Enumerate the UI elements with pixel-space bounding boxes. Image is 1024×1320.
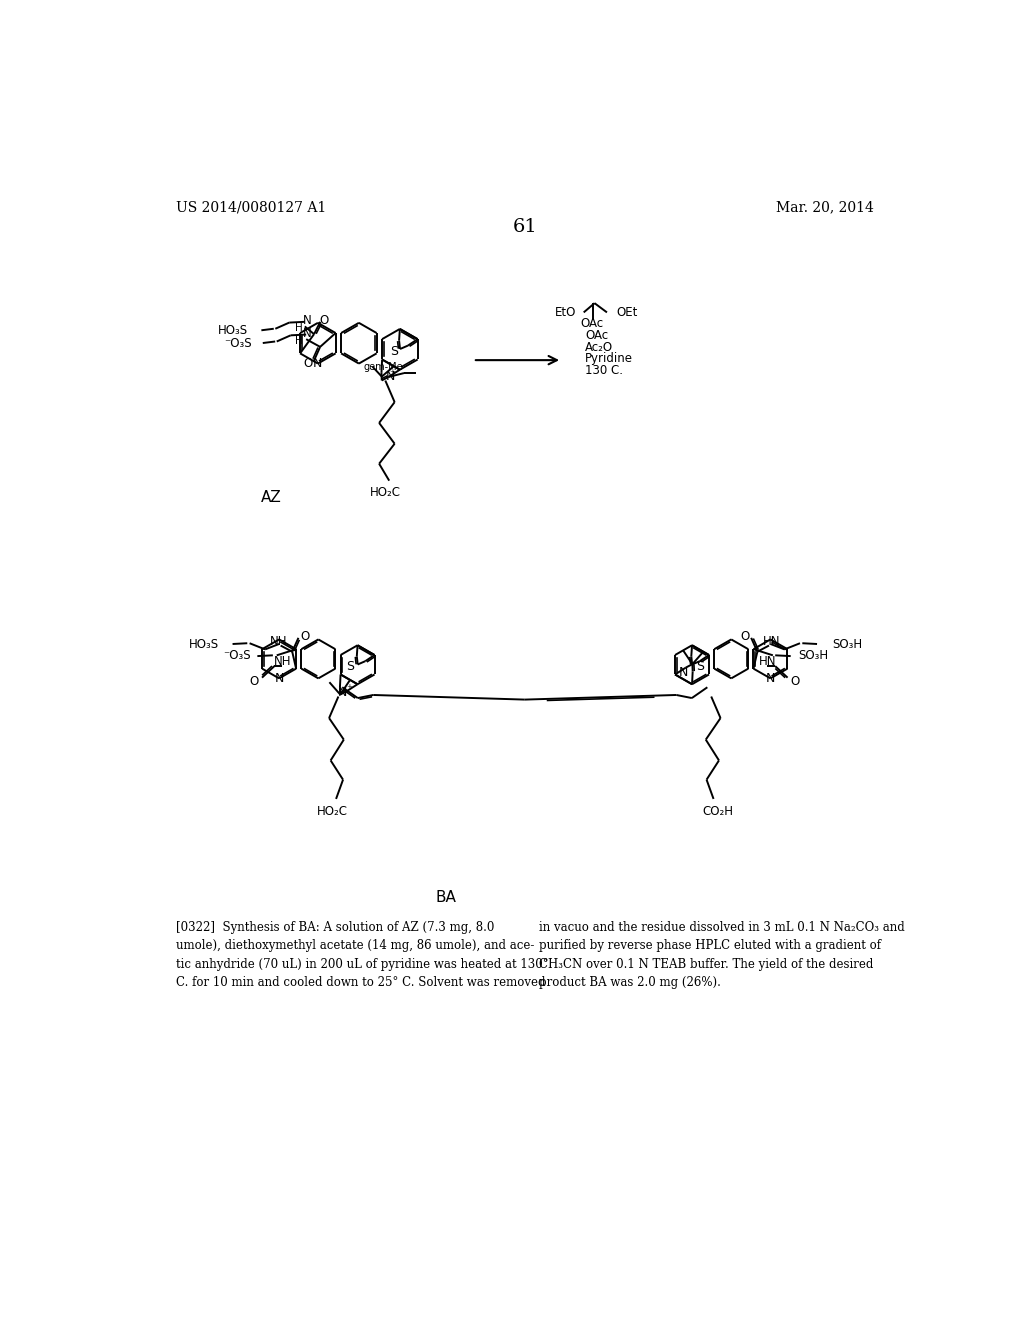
Text: OEt: OEt (616, 306, 638, 319)
Text: HO₃S: HO₃S (218, 323, 248, 337)
Text: Pyridine: Pyridine (586, 352, 633, 366)
Text: US 2014/0080127 A1: US 2014/0080127 A1 (176, 201, 327, 215)
Text: CO₂H: CO₂H (701, 805, 733, 818)
Text: N: N (274, 672, 284, 685)
Text: H: H (295, 335, 303, 346)
Text: 61: 61 (512, 218, 538, 236)
Text: NH: NH (273, 655, 291, 668)
Text: in vacuo and the residue dissolved in 3 mL 0.1 N Na₂CO₃ and
purified by reverse : in vacuo and the residue dissolved in 3 … (539, 921, 904, 989)
Text: N: N (338, 686, 347, 700)
Text: HO₂C: HO₂C (370, 487, 400, 499)
Text: HO₂C: HO₂C (316, 805, 348, 818)
Text: N: N (303, 326, 312, 339)
Text: NH: NH (269, 635, 287, 648)
Text: AZ: AZ (261, 490, 282, 504)
Text: Ac₂O: Ac₂O (586, 341, 613, 354)
Text: S: S (390, 345, 398, 358)
Text: O: O (300, 630, 309, 643)
Text: O: O (740, 630, 750, 643)
Text: [0322]  Synthesis of BA: A solution of AZ (7.3 mg, 8.0
umole), diethoxymethyl ac: [0322] Synthesis of BA: A solution of AZ… (176, 921, 549, 989)
Text: S: S (696, 660, 703, 673)
Text: ⁺: ⁺ (346, 684, 352, 694)
Text: ⁻O₃S: ⁻O₃S (223, 649, 251, 661)
Text: 130 C.: 130 C. (586, 363, 624, 376)
Text: Mar. 20, 2014: Mar. 20, 2014 (775, 201, 873, 215)
Text: SO₃H: SO₃H (833, 639, 862, 651)
Text: N: N (313, 358, 323, 370)
Text: OAc: OAc (580, 317, 603, 330)
Text: HN: HN (763, 635, 780, 648)
Text: O: O (303, 358, 312, 371)
Text: O: O (791, 675, 800, 688)
Text: gem-Me: gem-Me (364, 362, 403, 372)
Text: H: H (295, 323, 302, 333)
Text: N: N (303, 314, 311, 327)
Text: HO₃S: HO₃S (188, 639, 218, 651)
Text: BA: BA (435, 890, 456, 906)
Text: N: N (679, 667, 688, 680)
Text: OAc: OAc (586, 329, 608, 342)
Text: ⁺: ⁺ (389, 370, 395, 379)
Text: S: S (346, 660, 354, 673)
Text: HN: HN (759, 655, 776, 668)
Text: N: N (766, 672, 775, 685)
Text: O: O (250, 675, 259, 688)
Text: N: N (385, 370, 394, 383)
Text: ⁻O₃S: ⁻O₃S (224, 337, 252, 350)
Text: O: O (319, 314, 329, 327)
Text: SO₃H: SO₃H (799, 649, 828, 661)
Text: EtO: EtO (555, 306, 575, 319)
